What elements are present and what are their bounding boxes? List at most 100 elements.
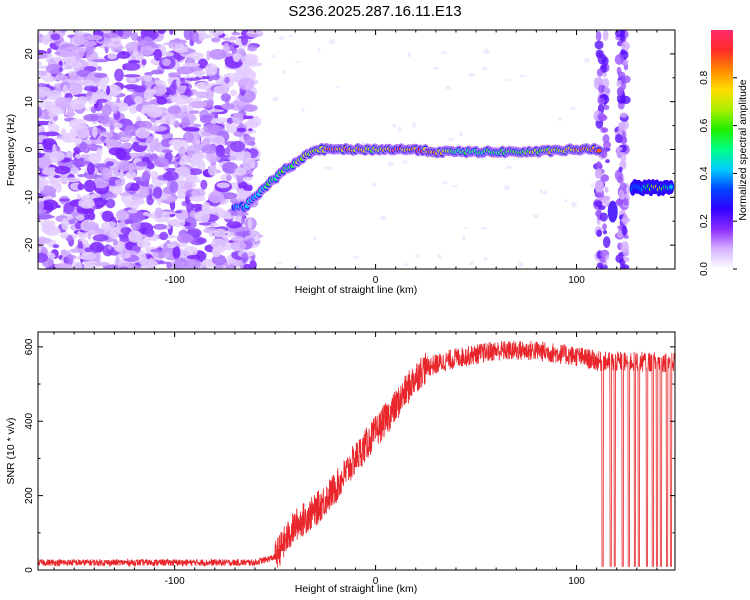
noise-blob	[61, 217, 70, 231]
noise-blob	[160, 138, 173, 148]
noise-blob	[169, 180, 179, 194]
noise-blob	[128, 152, 143, 158]
noise-blob	[164, 243, 177, 249]
noise-blob	[177, 186, 187, 198]
noise-blob	[210, 222, 219, 226]
noise-blob	[46, 89, 62, 100]
noise-blob	[153, 186, 163, 199]
snr-series-line	[38, 340, 675, 568]
band-blob	[596, 262, 604, 269]
noise-blob	[48, 151, 65, 162]
noise-blob	[232, 53, 243, 60]
noise-blob	[95, 88, 104, 101]
band-blob	[622, 247, 630, 257]
noise-blob	[119, 192, 131, 197]
noise-blob	[152, 84, 167, 97]
noise-blob	[197, 209, 210, 223]
noise-blob	[101, 167, 113, 180]
noise-blob	[143, 89, 153, 101]
noise-blob	[77, 208, 95, 215]
noise-blob	[143, 74, 153, 82]
colorbar: 0.0 0.2 0.4 0.6 0.8 Normalized spectral ampl…	[699, 30, 749, 276]
noise-blob	[570, 106, 576, 111]
noise-blob	[67, 34, 75, 38]
noise-blob	[229, 140, 246, 153]
noise-blob	[207, 165, 217, 176]
band-blob	[600, 174, 610, 183]
noise-blob	[92, 59, 110, 63]
noise-blob	[183, 62, 201, 67]
snr-ticks: -100 0 100 0 200 400 600	[24, 332, 675, 587]
noise-blob	[183, 258, 201, 269]
noise-blob	[182, 132, 194, 143]
noise-blob	[54, 165, 71, 175]
noise-blob	[74, 154, 82, 159]
noise-blob	[199, 114, 213, 124]
noise-blob	[83, 261, 96, 269]
band-blob	[602, 141, 612, 149]
noise-blob	[414, 253, 420, 259]
noise-blob	[241, 53, 259, 66]
colorbar-label: Normalized spectral amplitude	[737, 79, 749, 220]
noise-blob	[105, 198, 116, 209]
noise-blob	[182, 85, 187, 90]
noise-blob	[244, 119, 259, 129]
noise-blob	[128, 60, 141, 64]
y-tick-label: 10	[24, 96, 35, 108]
noise-blob	[191, 188, 206, 198]
noise-blob	[172, 246, 181, 259]
spectrogram-heatmap	[38, 30, 675, 269]
noise-blob	[38, 30, 41, 38]
noise-blob	[83, 85, 99, 92]
noise-blob	[173, 94, 190, 105]
noise-blob	[92, 234, 109, 242]
noise-blob	[135, 160, 149, 167]
band-blob	[602, 30, 609, 41]
noise-blob	[38, 208, 47, 214]
noise-blob	[77, 183, 85, 191]
noise-blob	[167, 105, 181, 115]
noise-blob	[107, 52, 118, 60]
noise-blob	[360, 141, 366, 145]
colorbar-ticks: 0.0 0.2 0.4 0.6 0.8	[699, 70, 737, 276]
noise-blob	[38, 70, 47, 77]
y-tick-label: 0	[24, 146, 35, 152]
noise-blob	[91, 193, 101, 199]
noise-blob	[64, 111, 76, 117]
noise-blob	[463, 226, 469, 230]
noise-blob	[392, 123, 397, 128]
noise-blob	[112, 122, 123, 129]
noise-blob	[151, 170, 159, 181]
noise-blob	[248, 128, 253, 132]
y-tick-label: 600	[24, 338, 35, 355]
noise-blob	[140, 30, 146, 40]
noise-blob	[97, 65, 102, 72]
noise-blob	[468, 73, 475, 77]
noise-blob	[60, 231, 69, 239]
band-blob	[602, 195, 611, 201]
band-blob	[615, 254, 624, 263]
noise-blob	[165, 167, 178, 172]
noise-blob	[69, 118, 87, 129]
band-blob	[620, 152, 627, 163]
noise-blob	[101, 104, 112, 116]
noise-blob	[133, 176, 143, 182]
noise-blob	[225, 264, 237, 269]
noise-blob	[227, 156, 238, 161]
noise-blob	[247, 45, 257, 52]
band-blob	[617, 71, 626, 79]
band-blob	[621, 41, 630, 51]
noise-blob	[213, 228, 227, 238]
noise-blob	[242, 184, 253, 191]
noise-blob	[58, 198, 71, 202]
snr-x-label: Height of straight line (km)	[295, 583, 418, 595]
noise-blob	[75, 214, 85, 221]
noise-blob	[230, 236, 248, 242]
band-blob	[616, 176, 624, 184]
noise-blob	[83, 113, 101, 122]
noise-blob	[188, 110, 200, 115]
noise-blob	[483, 256, 488, 261]
noise-blob	[224, 76, 230, 84]
noise-blob	[146, 105, 163, 118]
